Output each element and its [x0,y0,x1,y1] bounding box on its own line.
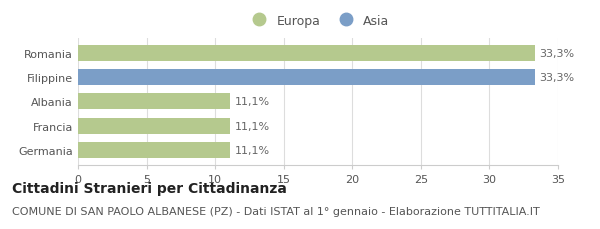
Text: Cittadini Stranieri per Cittadinanza: Cittadini Stranieri per Cittadinanza [12,181,287,195]
Bar [78,46,535,61]
Bar [78,142,230,158]
Text: 11,1%: 11,1% [235,97,269,107]
Bar [78,118,230,134]
Text: 33,3%: 33,3% [539,49,574,58]
Legend: Europa, Asia: Europa, Asia [247,15,389,28]
Text: 33,3%: 33,3% [539,73,574,83]
Bar [78,94,230,110]
Text: 11,1%: 11,1% [235,121,269,131]
Bar [78,70,535,86]
Text: 11,1%: 11,1% [235,145,269,155]
Text: COMUNE DI SAN PAOLO ALBANESE (PZ) - Dati ISTAT al 1° gennaio - Elaborazione TUTT: COMUNE DI SAN PAOLO ALBANESE (PZ) - Dati… [12,206,540,216]
